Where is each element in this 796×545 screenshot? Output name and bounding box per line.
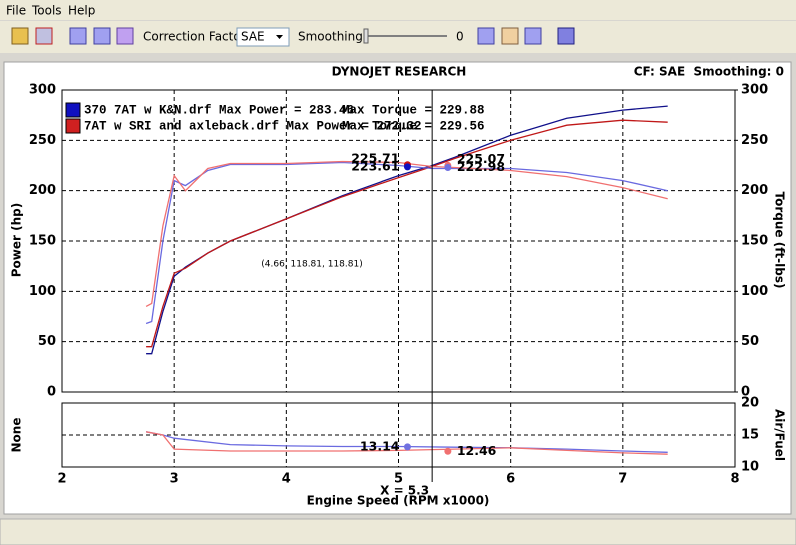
y2-tick-label: 100	[741, 284, 768, 299]
readout-marker	[444, 164, 452, 172]
y-axis-label: Power (hp)	[10, 203, 24, 277]
y-tick-label: 0	[47, 385, 56, 400]
legend-text: 7AT w SRI and axleback.drf Max Power = 2…	[84, 119, 422, 133]
y-tick-label: 250	[29, 133, 56, 148]
smoothing-value: 0	[456, 30, 464, 44]
dropdown-arrow	[276, 35, 283, 39]
menu-bar	[0, 0, 796, 20]
legend-swatch	[65, 102, 81, 118]
zoom-button[interactable]	[477, 27, 495, 45]
menu-item[interactable]: Help	[68, 4, 95, 18]
options-button[interactable]	[557, 27, 575, 45]
readout-label: 12.46	[457, 443, 497, 458]
y-tick-label: 200	[29, 183, 56, 198]
y2-tick-label: 150	[741, 234, 768, 249]
lower-y2-tick-label: 15	[741, 428, 759, 443]
readout-marker	[403, 163, 411, 171]
afr-line	[145, 431, 668, 453]
readout-label: 13.14	[360, 438, 400, 453]
y2-tick-label: 250	[741, 133, 768, 148]
readout-marker	[403, 443, 411, 451]
correction-select[interactable]	[236, 27, 290, 47]
y-tick-label: 50	[38, 334, 56, 349]
toolbar-icons	[11, 27, 575, 45]
cursor-button[interactable]	[524, 27, 542, 45]
correction-value: SAE	[241, 30, 265, 44]
legend-text: Max Torque = 229.56	[342, 119, 485, 133]
legend-swatch	[65, 118, 81, 134]
graph-button[interactable]	[116, 27, 134, 45]
x-tick-label: 2	[57, 472, 66, 487]
slider-thumb[interactable]	[363, 28, 369, 44]
pan-button[interactable]	[501, 27, 519, 45]
y-tick-label: 150	[29, 234, 56, 249]
smoothing-label: Smoothing:	[298, 30, 367, 44]
y2-tick-label: 200	[741, 183, 768, 198]
x-tick-label: 3	[170, 472, 179, 487]
annotation: (4.66, 118.81, 118.81)	[261, 260, 363, 270]
y-tick-label: 300	[29, 83, 56, 98]
data-line	[146, 119, 668, 348]
readout-label: 222.98	[457, 159, 505, 174]
lower-y-axis-label: None	[10, 418, 24, 453]
chart-header: CF: SAE Smoothing: 0	[634, 65, 784, 79]
lower-y2-tick-label: 10	[741, 460, 759, 475]
x-tick-label: 6	[506, 472, 515, 487]
y2-axis-label: Torque (ft-lbs)	[773, 192, 787, 289]
y2-tick-label: 50	[741, 334, 759, 349]
cursor-label: X = 5.3	[380, 484, 429, 498]
afr-line	[145, 431, 668, 455]
readout-label: 225.71	[351, 150, 399, 165]
open-button[interactable]	[11, 27, 29, 45]
y2-tick-label: 0	[741, 385, 750, 400]
x-tick-label: 5	[394, 472, 403, 487]
status-bar	[0, 518, 796, 545]
readout-marker	[444, 447, 452, 455]
close-button[interactable]	[35, 27, 53, 45]
y-tick-label: 100	[29, 284, 56, 299]
x-tick-label: 8	[730, 472, 739, 487]
x-tick-label: 4	[282, 472, 291, 487]
lower-y2-tick-label: 20	[741, 396, 759, 411]
readout-label: 223.61	[351, 158, 399, 173]
x-axis-label: Engine Speed (RPM x1000)	[307, 494, 490, 508]
x-tick-label: 7	[618, 472, 627, 487]
chart-title: DYNOJET RESEARCH	[332, 65, 467, 79]
readout-label: 225.07	[457, 151, 505, 166]
graph-button[interactable]	[93, 27, 111, 45]
y2-tick-label: 300	[741, 83, 768, 98]
data-line	[145, 160, 668, 307]
menu-item[interactable]: Tools	[31, 4, 62, 18]
graph-button[interactable]	[69, 27, 87, 45]
menu-item[interactable]: File	[6, 4, 26, 18]
legend-text: Max Torque = 229.88	[342, 103, 485, 117]
legend-text: 370 7AT w K&N.drf Max Power = 283.46	[84, 103, 354, 117]
lower-y2-axis-label: Air/Fuel	[773, 409, 787, 461]
data-line	[145, 161, 668, 325]
correction-label: Correction Factor:	[143, 30, 249, 44]
